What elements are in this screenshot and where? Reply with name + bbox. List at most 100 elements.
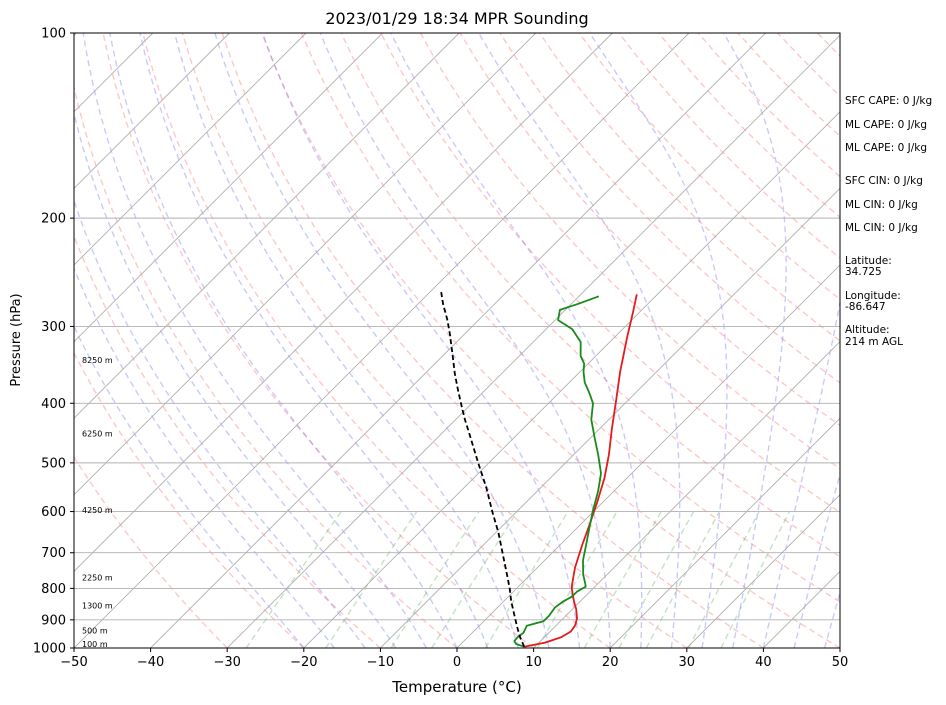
x-tick-label: 20 <box>602 655 619 670</box>
x-tick-label: 50 <box>832 655 849 670</box>
mixing-ratio-line <box>688 511 760 648</box>
height-label: 100 m <box>82 640 108 649</box>
mixing-ratio-line <box>536 511 618 648</box>
height-label: 500 m <box>82 626 108 635</box>
y-tick-label: 700 <box>41 546 66 561</box>
ml-cin-text: ML CIN: 0 J/kg <box>845 199 918 211</box>
isotherm-line <box>74 33 613 573</box>
mixing-ratio-line <box>245 511 342 648</box>
ml-cape-text-2: ML CAPE: 0 J/kg <box>845 142 927 154</box>
sounding-indices-panel: SFC CAPE: 0 J/kg ML CAPE: 0 J/kg ML CAPE… <box>845 95 932 348</box>
mixing-ratio-line <box>325 511 418 648</box>
dry-adiabat-line <box>74 84 458 648</box>
x-tick-label: −20 <box>290 655 317 670</box>
x-tick-label: 30 <box>679 655 696 670</box>
height-label: 4250 m <box>82 506 113 515</box>
mixing-ratio-line <box>720 511 791 648</box>
isotherm-line <box>226 34 840 648</box>
pressure-grid <box>74 217 840 621</box>
isotherm-line <box>686 494 840 648</box>
height-label: 2250 m <box>82 574 113 583</box>
mixing-ratio-line <box>583 511 662 648</box>
y-tick-label: 900 <box>41 613 66 628</box>
parcel-profile-line <box>440 290 526 648</box>
mixing-ratio-line <box>431 511 518 648</box>
x-tick-label: −50 <box>60 655 87 670</box>
x-axis-label: Temperature (°C) <box>391 678 521 696</box>
y-axis-label: Pressure (hPa) <box>9 293 24 386</box>
isotherm-line <box>456 264 840 648</box>
dry-adiabat-line <box>142 33 611 648</box>
isotherm-line <box>303 111 840 648</box>
altitude-label: Altitude: <box>845 324 890 336</box>
moist-adiabat-line <box>262 33 581 648</box>
moist-adiabat-line <box>390 33 643 648</box>
y-tick-label: 300 <box>41 320 66 335</box>
dry-adiabat-line <box>74 455 228 648</box>
y-tick-label: 200 <box>41 212 66 227</box>
y-tick-label: 400 <box>41 397 66 412</box>
dry-adiabat-line <box>181 33 688 648</box>
x-axis-ticks: −50 −40 −30 −20 −10 0 10 20 30 40 50 <box>60 648 848 670</box>
isotherm-line <box>609 417 840 648</box>
moist-adiabat-line <box>824 590 840 648</box>
y-tick-label: 500 <box>41 456 66 471</box>
y-tick-label: 800 <box>41 582 66 597</box>
height-label: 1300 m <box>82 601 113 610</box>
latitude-label: Latitude: <box>845 255 892 267</box>
moist-adiabat-line <box>74 198 366 648</box>
ml-cape-text: ML CAPE: 0 J/kg <box>845 119 927 131</box>
isotherm-line <box>150 33 766 648</box>
isotherm-line <box>74 33 690 648</box>
y-axis-ticks: 1000 900 800 700 600 500 400 300 200 100 <box>33 27 74 657</box>
height-labels: 100 m 500 m 1300 m 2250 m 4250 m 6250 m 8250 m <box>82 356 113 649</box>
latitude-value: 34.725 <box>845 266 882 278</box>
y-tick-label: 600 <box>41 505 66 520</box>
isotherm-line <box>74 33 230 190</box>
height-label: 6250 m <box>82 430 113 439</box>
moist-adiabat-line <box>589 33 728 648</box>
y-tick-label: 1000 <box>33 642 66 657</box>
sfc-cape-text: SFC CAPE: 0 J/kg <box>845 95 932 107</box>
isotherm-line <box>380 187 840 648</box>
x-tick-label: −40 <box>137 655 164 670</box>
x-tick-label: 40 <box>755 655 772 670</box>
dry-adiabat-line <box>102 33 535 648</box>
mixing-ratio-line <box>645 511 721 648</box>
moist-adiabat-line <box>173 33 519 648</box>
moist-adiabat-line <box>74 266 335 648</box>
isotherm-line <box>74 33 383 343</box>
isotherm-line <box>74 33 307 266</box>
moist-adiabat-line <box>762 298 840 648</box>
altitude-value: 214 m AGL <box>845 336 903 348</box>
moist-adiabat-line <box>82 33 427 648</box>
height-label: 8250 m <box>82 356 113 365</box>
dry-adiabat-line <box>74 351 305 648</box>
moist-adiabat-line <box>74 110 397 648</box>
x-tick-label: −30 <box>213 655 240 670</box>
mixing-ratio-line <box>390 511 480 648</box>
moist-adiabat-line <box>319 33 611 648</box>
moist-adiabat-line <box>478 33 681 648</box>
dewpoint-profile-line <box>513 295 602 648</box>
x-tick-label: 0 <box>453 655 461 670</box>
moist-adiabat-line <box>214 33 550 648</box>
isotherm-line <box>74 33 460 419</box>
longitude-label: Longitude: <box>845 290 901 302</box>
mixing-ratio-line <box>484 511 569 648</box>
sounding-profiles <box>440 290 638 648</box>
longitude-value: -86.647 <box>845 301 886 313</box>
chart-title: 2023/01/29 18:34 MPR Sounding <box>325 9 588 28</box>
isotherm-line <box>74 33 537 496</box>
dry-adiabat-line <box>221 33 764 648</box>
moist-adiabat-line <box>723 33 787 648</box>
background-lines <box>74 33 840 648</box>
temperature-profile-line <box>524 294 638 648</box>
moist-adiabat-line <box>109 33 458 648</box>
isotherm-line <box>533 340 840 648</box>
ml-cin-text-2: ML CIN: 0 J/kg <box>845 222 918 234</box>
x-tick-label: −10 <box>367 655 394 670</box>
sfc-cin-text: SFC CIN: 0 J/kg <box>845 175 923 187</box>
dry-adiabat-line <box>74 234 381 648</box>
x-tick-label: 10 <box>525 655 542 670</box>
